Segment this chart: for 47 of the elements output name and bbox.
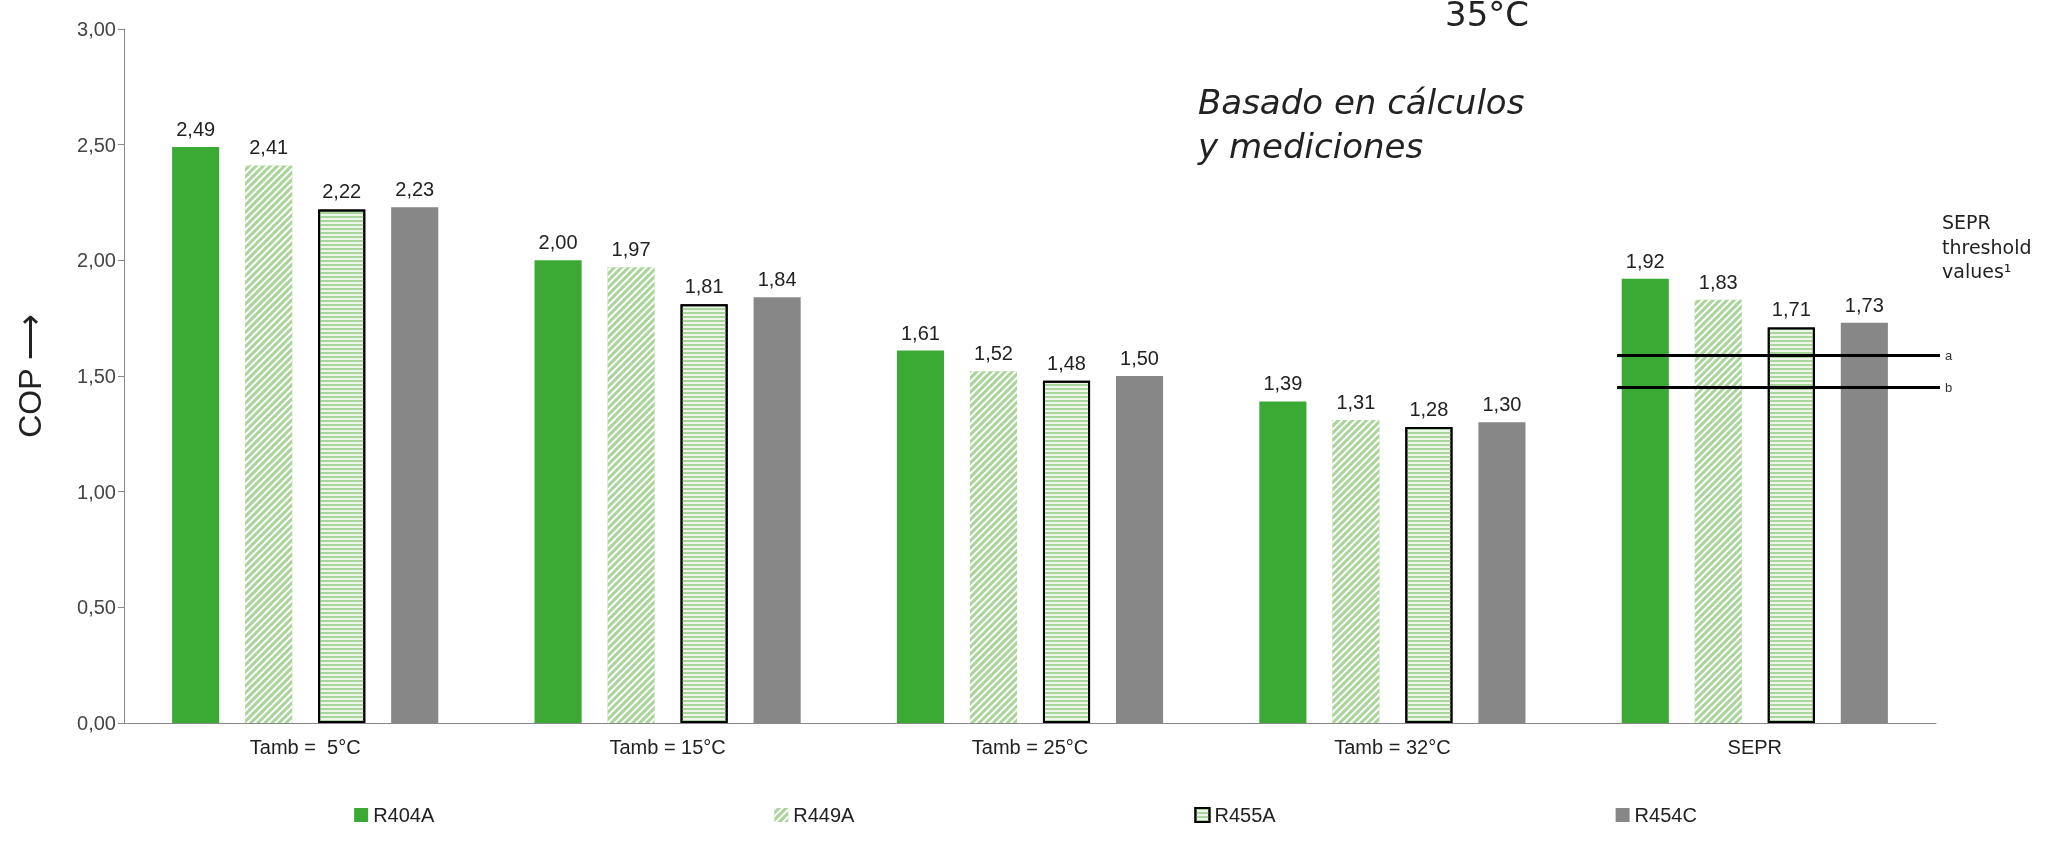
bar (1259, 401, 1307, 723)
y-tick-label: 0,50 (77, 596, 116, 619)
y-tick-label: 2,50 (77, 133, 116, 156)
legend-label: R449A (793, 804, 856, 826)
data-label: 1,52 (974, 342, 1013, 365)
data-label: 1,30 (1482, 393, 1522, 416)
data-label: 1,50 (1120, 347, 1159, 369)
annotation: Basado en cálculos y mediciones (1198, 81, 1526, 169)
y-tick-label: 1,50 (77, 365, 116, 387)
x-tick-label: Tamb = 32°C (1334, 736, 1451, 758)
data-label: 1,31 (1336, 390, 1376, 413)
data-label: 1,97 (611, 238, 651, 261)
data-label: 1,92 (1625, 249, 1665, 272)
data-label: 1,61 (901, 321, 940, 344)
ref-line-label: a (1945, 347, 1953, 363)
legend-label: R455A (1214, 804, 1277, 826)
data-label: 1,39 (1263, 372, 1303, 395)
x-tick-label: Tamb = 25°C (971, 736, 1089, 758)
ref-line-label: b (1945, 380, 1953, 396)
bar (896, 350, 945, 723)
data-label: 2,22 (322, 180, 362, 203)
y-tick-label: 3,00 (77, 18, 116, 40)
data-label: 1,73 (1844, 293, 1884, 316)
data-label: 1,48 (1047, 351, 1086, 374)
y-tick-label: 0,00 (77, 712, 116, 734)
bar (172, 146, 220, 723)
data-label: 1,28 (1409, 397, 1449, 420)
data-label: 2,00 (538, 231, 578, 254)
annotation: 35°C (1445, 0, 1530, 36)
x-tick-label: Tamb = 5°C (249, 736, 361, 758)
y-tick-label: 1,00 (77, 480, 116, 503)
text: SEPR threshold values¹ (1942, 210, 2033, 285)
x-tick-label: Tamb = 15°C (609, 736, 726, 758)
legend-label: R404A (373, 804, 435, 826)
bar (534, 260, 582, 723)
data-label: 1,84 (757, 268, 797, 291)
data-label: 1,83 (1698, 270, 1738, 293)
y-axis-title: COP ⟶ (12, 314, 48, 438)
data-label: 2,41 (249, 136, 289, 159)
legend-label: R454C (1634, 804, 1697, 826)
data-label: 2,49 (176, 117, 216, 140)
data-label: 2,23 (395, 178, 435, 201)
data-label: 1,81 (684, 275, 724, 298)
data-label: 1,71 (1771, 298, 1811, 321)
x-tick-label: SEPR (1727, 736, 1783, 758)
bar (1621, 278, 1669, 723)
y-tick-label: 2,00 (77, 249, 116, 272)
